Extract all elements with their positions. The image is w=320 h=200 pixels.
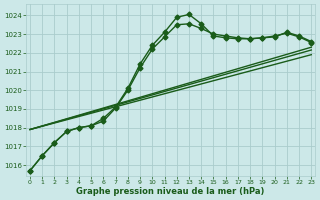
X-axis label: Graphe pression niveau de la mer (hPa): Graphe pression niveau de la mer (hPa) (76, 187, 265, 196)
